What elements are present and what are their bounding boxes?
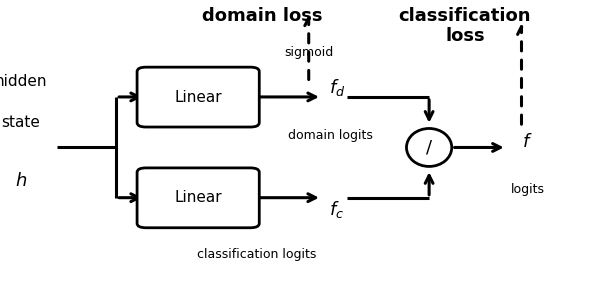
- Text: Linear: Linear: [175, 90, 222, 105]
- Text: Linear: Linear: [175, 190, 222, 205]
- Text: /: /: [426, 138, 432, 157]
- Text: $f_c$: $f_c$: [329, 199, 344, 220]
- Text: $f$: $f$: [522, 133, 533, 151]
- Text: classification
loss: classification loss: [399, 7, 531, 45]
- Text: state: state: [1, 115, 41, 130]
- Text: classification logits: classification logits: [197, 248, 316, 260]
- FancyBboxPatch shape: [137, 168, 259, 228]
- Text: hidden: hidden: [0, 74, 47, 89]
- Text: $f_d$: $f_d$: [328, 77, 345, 98]
- Text: logits: logits: [510, 183, 545, 196]
- Text: sigmoid: sigmoid: [284, 46, 333, 59]
- Ellipse shape: [406, 128, 452, 166]
- Text: domain logits: domain logits: [288, 129, 373, 142]
- Text: domain loss: domain loss: [202, 7, 322, 25]
- FancyBboxPatch shape: [137, 67, 259, 127]
- Text: $h$: $h$: [15, 172, 27, 190]
